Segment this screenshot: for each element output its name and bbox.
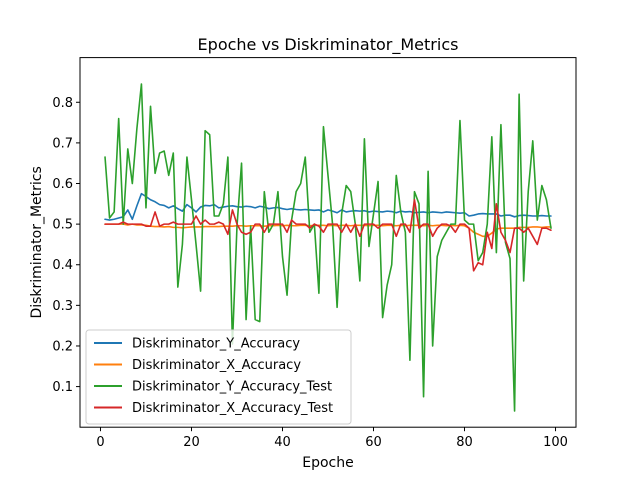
y-tick-label: 0.8 — [52, 96, 73, 111]
y-axis-title: Diskriminator_Metrics — [29, 166, 45, 318]
y-tick-label: 0.6 — [52, 177, 73, 192]
series-line-3 — [104, 198, 552, 272]
y-tick-label: 0.1 — [52, 380, 73, 395]
legend-label: Diskriminator_Y_Accuracy — [132, 337, 300, 352]
x-tick-label: 100 — [543, 435, 568, 450]
y-tick-label: 0.4 — [52, 258, 73, 273]
x-axis-title: Epoche — [302, 455, 353, 471]
legend-label: Diskriminator_X_Accuracy — [132, 358, 301, 373]
y-ticks: 0.1 0.2 0.3 0.4 0.5 0.6 0.7 0.8 — [52, 96, 80, 395]
x-tick-label: 80 — [456, 435, 473, 450]
chart-title: Epoche vs Diskriminator_Metrics — [198, 35, 459, 55]
legend: Diskriminator_Y_Accuracy Diskriminator_X_… — [85, 329, 352, 425]
y-tick-label: 0.5 — [52, 218, 73, 233]
x-tick-label: 0 — [96, 435, 104, 450]
x-tick-label: 20 — [183, 435, 200, 450]
x-tick-label: 60 — [365, 435, 382, 450]
x-ticks: 0 20 40 60 80 100 — [96, 427, 568, 450]
y-tick-label: 0.3 — [52, 299, 73, 314]
legend-label: Diskriminator_Y_Accuracy_Test — [132, 380, 332, 395]
legend-label: Diskriminator_X_Accuracy_Test — [132, 401, 333, 416]
y-tick-label: 0.7 — [52, 136, 73, 151]
series-line-2 — [104, 83, 552, 412]
series-layer — [104, 83, 552, 412]
legend-box — [85, 329, 352, 425]
y-tick-label: 0.2 — [52, 339, 73, 354]
x-tick-label: 40 — [274, 435, 291, 450]
axes-frame — [79, 57, 577, 428]
series-line-0 — [104, 192, 552, 221]
